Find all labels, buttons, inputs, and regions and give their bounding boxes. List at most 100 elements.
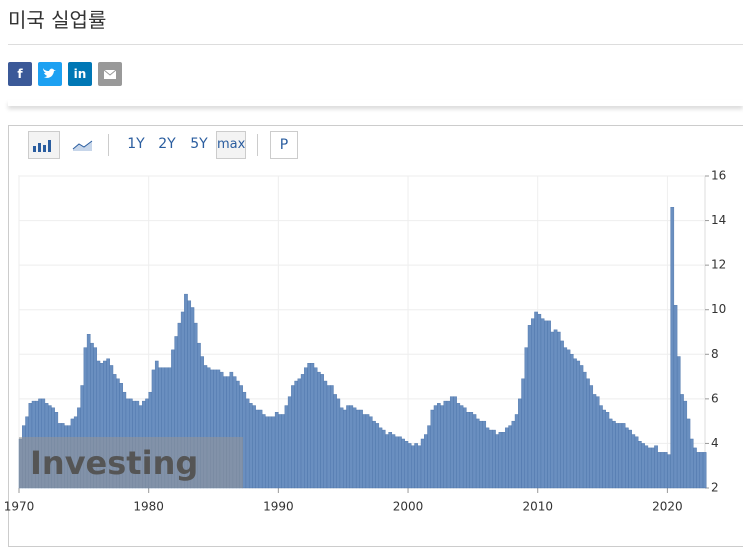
bar (398, 436, 402, 489)
bar (333, 394, 337, 489)
bar (644, 445, 649, 489)
bar (615, 423, 619, 489)
bar (401, 438, 405, 489)
linkedin-button[interactable]: in (68, 62, 92, 86)
bar (281, 414, 286, 489)
bar (297, 378, 302, 489)
bar-chart-toggle[interactable] (28, 131, 60, 159)
bar (676, 356, 681, 489)
range-button[interactable]: 5Y (190, 136, 208, 152)
bar (414, 443, 418, 489)
bar (359, 409, 363, 489)
bar (576, 360, 581, 489)
bar (261, 414, 266, 489)
page-title: 미국 실업률 (8, 8, 107, 32)
bar (527, 325, 532, 489)
bar (518, 398, 522, 489)
bar (475, 418, 480, 489)
bar (388, 432, 393, 489)
bar (699, 452, 704, 489)
bar (378, 427, 383, 489)
bar (245, 398, 250, 489)
bar (310, 363, 315, 489)
y-tick-label: 16 (711, 169, 726, 183)
bar (479, 420, 483, 489)
y-tick-label: 12 (711, 258, 726, 272)
page: 미국 실업률 f in 1Y 2Y 5Y max P 2 4 6 8 10 12 14 16 1… (3, 8, 743, 547)
bar (274, 412, 279, 489)
bar (492, 429, 496, 489)
bar (407, 443, 412, 489)
bar (657, 452, 662, 489)
bar (534, 311, 538, 489)
bar (372, 420, 376, 489)
bar (242, 391, 247, 489)
bar (696, 452, 701, 489)
bar (317, 371, 321, 489)
email-icon (103, 69, 117, 79)
bar (284, 405, 289, 489)
bar (553, 329, 558, 489)
range-button[interactable]: max (216, 131, 246, 159)
bar (472, 414, 477, 489)
twitter-icon (43, 68, 56, 78)
bar (521, 378, 525, 489)
bar (638, 441, 642, 489)
bar (608, 418, 613, 489)
chart: 2 4 6 8 10 12 14 16 1970 1980 1990 2000 2010 2020 Inve… (4, 169, 727, 514)
bar (346, 405, 350, 489)
bar (667, 454, 671, 489)
range-button[interactable]: 2Y (158, 136, 176, 152)
bar (556, 331, 561, 489)
bar (385, 434, 389, 489)
bar (320, 374, 324, 489)
bar (355, 409, 360, 489)
bar (330, 385, 334, 489)
email-button[interactable] (98, 62, 122, 86)
facebook-button[interactable]: f (8, 62, 32, 86)
bar (352, 407, 357, 489)
bar (326, 385, 331, 489)
bar (488, 429, 493, 489)
bar (368, 416, 373, 489)
bar (540, 318, 545, 489)
bar (693, 447, 697, 489)
bar (424, 434, 428, 489)
area-chart-toggle[interactable] (68, 131, 98, 157)
bar (680, 394, 684, 489)
bar (595, 396, 600, 489)
bar (569, 354, 574, 489)
bar (511, 420, 516, 489)
bar (505, 427, 509, 489)
x-tick-label: 2020 (652, 500, 683, 514)
bar (268, 416, 273, 489)
bar (404, 441, 409, 489)
bar (417, 445, 422, 489)
bar (625, 427, 629, 489)
bar (592, 394, 597, 489)
watermark-box (19, 437, 243, 488)
bar (673, 305, 678, 489)
range-button[interactable]: 1Y (127, 136, 145, 152)
bar (411, 445, 415, 489)
bar (462, 407, 467, 489)
twitter-button[interactable] (38, 62, 62, 86)
bar (339, 407, 344, 489)
toolbar-separator (257, 134, 258, 156)
y-tick-label: 2 (711, 481, 719, 495)
bar (495, 434, 500, 489)
bar (440, 405, 444, 489)
bar (660, 452, 665, 489)
bar (381, 429, 386, 489)
bar (430, 409, 435, 489)
bar (543, 320, 548, 489)
bar (446, 400, 451, 489)
y-tick-label: 8 (711, 347, 719, 361)
bar (291, 385, 295, 489)
bar (271, 416, 276, 489)
bar (294, 380, 299, 489)
bar (599, 405, 603, 489)
print-button[interactable]: P (270, 131, 298, 159)
bar (514, 414, 519, 489)
bar (375, 423, 380, 489)
